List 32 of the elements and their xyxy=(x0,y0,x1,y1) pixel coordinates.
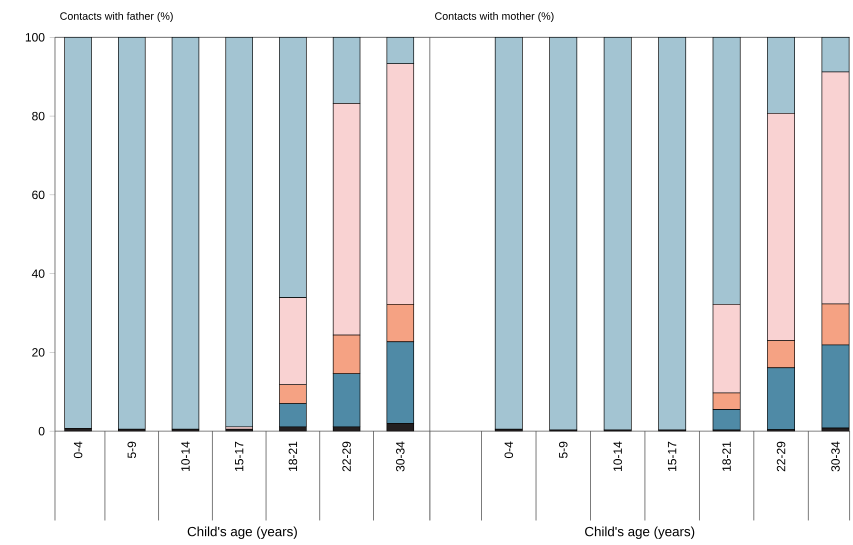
x-tick-label: 18-21 xyxy=(722,442,731,471)
y-tick-label: 60 xyxy=(32,190,44,200)
x-tick-label: 5-9 xyxy=(558,442,568,458)
x-tick-label: 15-17 xyxy=(235,442,244,471)
bar xyxy=(494,36,523,430)
x-tick-label: 5-9 xyxy=(128,442,136,458)
x-axis-title: Child's age (years) xyxy=(585,526,694,539)
y-tick-label: 80 xyxy=(32,112,44,120)
chart-title: Contacts with mother (%) xyxy=(435,12,554,22)
bar xyxy=(225,36,253,428)
x-tick-label: 18-21 xyxy=(288,442,298,471)
x-tick-label: 30-34 xyxy=(396,442,405,472)
x-tick-label: 0-4 xyxy=(504,442,514,458)
x-tick-label: 10-14 xyxy=(613,442,622,471)
bar xyxy=(172,36,200,430)
y-tick-label: 100 xyxy=(26,33,44,42)
x-tick-label: 0-4 xyxy=(74,442,82,458)
y-tick-label: 0 xyxy=(38,426,44,436)
chart-title: Contacts with father (%) xyxy=(60,12,173,22)
bar xyxy=(549,36,578,430)
bar xyxy=(118,36,146,430)
bar xyxy=(604,36,632,430)
x-axis-title: Child's age (years) xyxy=(188,526,297,539)
bar xyxy=(64,36,92,429)
x-tick-label: 30-34 xyxy=(831,442,840,472)
x-tick-label: 10-14 xyxy=(181,442,190,471)
x-tick-label: 22-29 xyxy=(342,442,351,472)
bar xyxy=(658,36,686,430)
x-tick-label: 15-17 xyxy=(668,442,676,471)
x-tick-label: 22-29 xyxy=(776,442,786,472)
y-tick-label: 20 xyxy=(32,348,44,357)
y-tick-label: 40 xyxy=(32,269,44,278)
